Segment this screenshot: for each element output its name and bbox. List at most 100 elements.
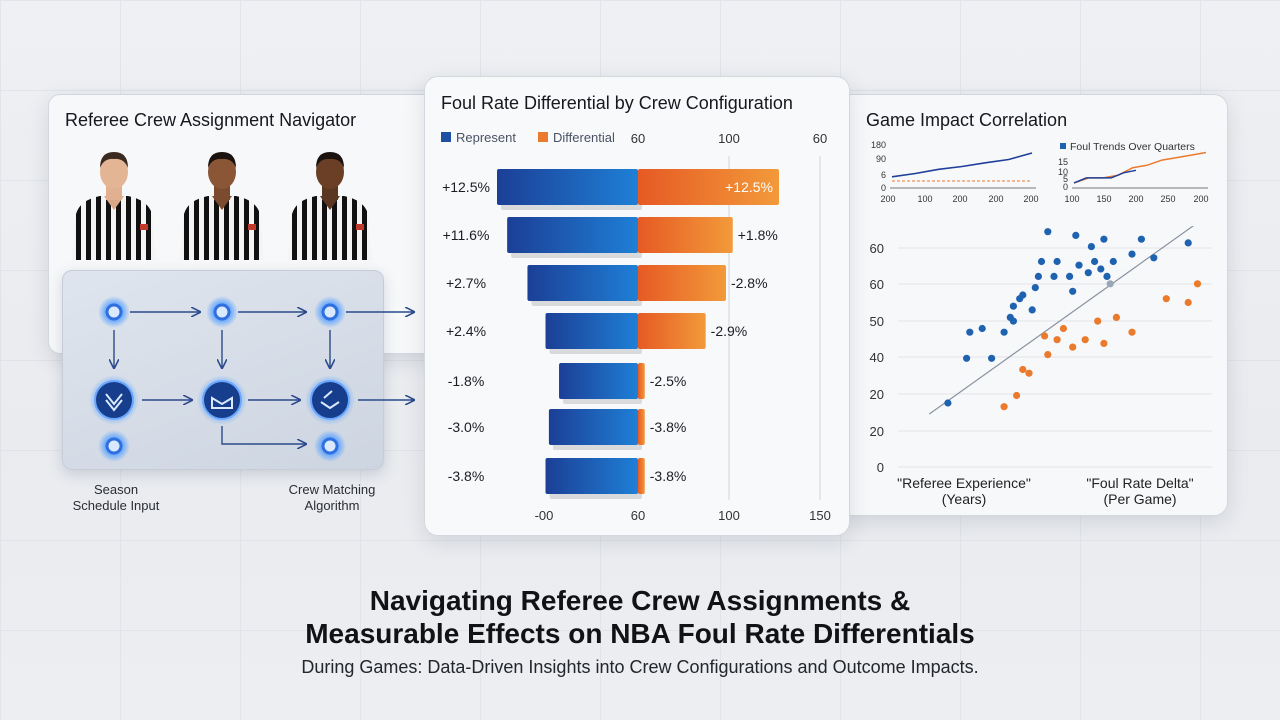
category-label: -1.8%: [448, 373, 485, 389]
scatter-point-blue: [1087, 243, 1095, 251]
scatter-point-blue: [1009, 302, 1017, 310]
scatter-point-blue: [1031, 284, 1039, 292]
scatter-point-orange: [1100, 339, 1108, 347]
scatter-y-tick: 40: [870, 350, 884, 365]
scatter-point-blue: [1072, 231, 1080, 239]
scatter-point-blue: [1103, 272, 1111, 280]
scatter-y-tick: 0: [877, 460, 884, 475]
bar-represent: [497, 169, 638, 205]
bar-differential: [638, 409, 645, 445]
mini2-y-tick: 5: [1063, 174, 1068, 184]
bottom-tick-label: 100: [718, 508, 740, 523]
scatter-point-blue: [966, 328, 974, 336]
scatter-point-blue: [988, 354, 996, 362]
scatter-point-orange: [1094, 317, 1102, 325]
scatter-point-blue: [1109, 257, 1117, 266]
bottom-tick-label: 150: [809, 508, 831, 523]
scatter-point-blue: [1150, 254, 1158, 262]
mini1-x-tick: 200: [988, 194, 1003, 204]
scatter-y-label-line1: "Foul Rate Delta": [1086, 475, 1193, 491]
mini2-legend-swatch: [1060, 143, 1066, 149]
flow-small-nodes: [98, 296, 346, 462]
scatter-x-label-line1: "Referee Experience": [897, 475, 1031, 491]
scatter-point-orange: [1184, 298, 1192, 307]
category-label: -3.8%: [448, 468, 485, 484]
scatter-x-label-line2: (Years): [942, 491, 987, 507]
mini1-y-tick: 90: [876, 154, 886, 164]
scatter-y-tick: 20: [870, 424, 884, 439]
top-tick-label: 60: [631, 131, 645, 146]
scatter-point-orange: [1069, 343, 1077, 351]
scatter-point-blue: [1100, 235, 1108, 243]
bar-differential: [638, 363, 645, 399]
value-label: -2.5%: [650, 373, 687, 389]
scatter-point-blue: [1053, 257, 1061, 266]
scatter-point-blue: [1184, 239, 1192, 247]
flow-label-season-schedule: Season Schedule Input: [72, 482, 160, 513]
category-label: +12.5%: [442, 179, 490, 195]
category-label: +2.4%: [446, 323, 486, 339]
mini1-y-tick: 180: [871, 140, 886, 150]
scatter-point-blue: [1009, 317, 1017, 325]
scatter-y-tick: 50: [870, 314, 884, 329]
scatter-chart: 60 60 50 40 20 20 0 "Referee Experience"(Years)…: [870, 226, 1212, 507]
bar-represent: [545, 313, 638, 349]
impact-correlation-panel: [838, 94, 1228, 516]
headline-subtitle: During Games: Data-Driven Insights into …: [301, 657, 979, 677]
scatter-point-orange: [1013, 391, 1021, 400]
scatter-point-blue: [1044, 228, 1052, 236]
mini2-x-tick: 200: [1128, 194, 1143, 204]
category-label: -3.0%: [448, 419, 485, 435]
category-label: +2.7%: [446, 275, 486, 291]
scatter-point-orange: [1162, 295, 1170, 303]
crew-navigator-title: Referee Crew Assignment Navigator: [65, 110, 357, 130]
scatter-point-blue: [1084, 269, 1092, 277]
bar-represent: [548, 409, 638, 445]
scatter-point-grey: [1106, 280, 1114, 288]
mini2-x-tick: 100: [1064, 194, 1079, 204]
mini1-y-tick: 6: [881, 170, 886, 180]
mini2-x-tick: 250: [1160, 194, 1175, 204]
top-tick-label: 60: [813, 131, 827, 146]
mini1-x-tick: 100: [917, 194, 932, 204]
scatter-point-blue: [1050, 272, 1058, 280]
scatter-point-blue: [1128, 250, 1136, 258]
mini2-line-blue: [1073, 169, 1137, 184]
mini2-y-tick: 10: [1058, 167, 1068, 177]
legend-swatch-differential: [538, 132, 548, 142]
flow-large-nodes: [89, 375, 355, 425]
scatter-point-blue: [1034, 272, 1042, 280]
scatter-point-blue: [1075, 261, 1083, 269]
scatter-point-blue: [963, 354, 971, 362]
scatter-trend-line: [928, 226, 1195, 415]
referee-avatar-2: [180, 152, 264, 260]
scatter-point-blue: [1137, 235, 1145, 243]
bar-represent: [545, 458, 638, 494]
value-label: -2.9%: [711, 323, 748, 339]
scatter-point-blue: [944, 399, 952, 407]
value-label: +12.5%: [725, 179, 773, 195]
headline-line-1: Navigating Referee Crew Assignments &: [369, 585, 911, 616]
bar-represent: [527, 265, 638, 301]
scatter-point-orange: [1000, 403, 1008, 411]
category-label: +11.6%: [443, 227, 490, 243]
mini1-line-blue: [891, 152, 1033, 178]
scatter-point-orange: [1019, 365, 1027, 374]
legend-label-represent: Represent: [456, 130, 516, 145]
foul-differential-chart: Represent Differential 60 100 60 -00 60 100 150 +…: [441, 130, 831, 523]
mini2-y-tick: 0: [1063, 182, 1068, 192]
value-label: +1.8%: [738, 227, 778, 243]
bar-differential: [638, 169, 779, 205]
scatter-point-orange: [1041, 332, 1049, 340]
scatter-point-orange: [1128, 328, 1136, 336]
mini2-x-tick: 150: [1096, 194, 1111, 204]
scatter-point-blue: [1028, 306, 1036, 314]
bar-differential: [638, 458, 645, 494]
crew-flow-svg: [89, 296, 422, 462]
scatter-point-blue: [978, 324, 986, 333]
mini2-x-tick: 200: [1193, 194, 1208, 204]
scatter-point-orange: [1193, 280, 1202, 288]
mini1-x-tick: 200: [1023, 194, 1038, 204]
